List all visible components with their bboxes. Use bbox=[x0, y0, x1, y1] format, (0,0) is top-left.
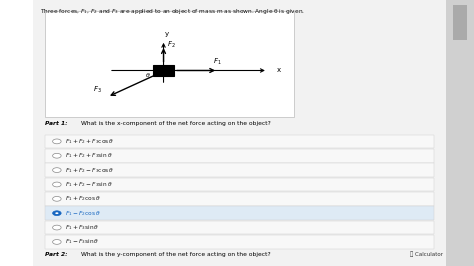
Circle shape bbox=[53, 225, 61, 230]
FancyBboxPatch shape bbox=[446, 0, 474, 266]
Bar bbox=[45, 163, 434, 177]
Bar bbox=[45, 135, 434, 148]
Text: 🖹 Calculator: 🖹 Calculator bbox=[410, 252, 443, 257]
Text: $F_1 + F_2 + F_3\cos\theta$: $F_1 + F_2 + F_3\cos\theta$ bbox=[65, 137, 114, 146]
Text: x: x bbox=[277, 68, 282, 73]
Text: Part 1:: Part 1: bbox=[45, 121, 67, 126]
FancyBboxPatch shape bbox=[33, 0, 446, 266]
Bar bbox=[153, 65, 174, 76]
Text: $F_1 - F_2\cos\theta$: $F_1 - F_2\cos\theta$ bbox=[65, 209, 101, 218]
Text: $F_3$: $F_3$ bbox=[93, 85, 102, 95]
Text: $F_1 + F_2 - F_3\sin\theta$: $F_1 + F_2 - F_3\sin\theta$ bbox=[65, 180, 113, 189]
Text: $F_1 - F_3\sin\theta$: $F_1 - F_3\sin\theta$ bbox=[65, 238, 99, 246]
FancyBboxPatch shape bbox=[45, 11, 294, 117]
Text: $F_2$: $F_2$ bbox=[167, 40, 176, 50]
Bar bbox=[45, 235, 434, 249]
Text: What is the x-component of the net force acting on the object?: What is the x-component of the net force… bbox=[81, 121, 270, 126]
Circle shape bbox=[55, 212, 58, 214]
Circle shape bbox=[53, 196, 61, 201]
FancyBboxPatch shape bbox=[453, 5, 467, 40]
Bar bbox=[45, 206, 434, 220]
Circle shape bbox=[53, 211, 61, 215]
Text: $F_1 + F_2 + F_3\sin\theta$: $F_1 + F_2 + F_3\sin\theta$ bbox=[65, 151, 113, 160]
Text: $F_1 + F_3\sin\theta$: $F_1 + F_3\sin\theta$ bbox=[65, 223, 99, 232]
FancyBboxPatch shape bbox=[0, 0, 33, 266]
Circle shape bbox=[53, 239, 61, 244]
Circle shape bbox=[53, 153, 61, 158]
Text: Part 2:: Part 2: bbox=[45, 252, 67, 257]
Bar bbox=[45, 178, 434, 191]
Bar bbox=[45, 221, 434, 234]
Text: Three forces, $F_1$, $F_2$ and $F_3$ are applied to an object of mass m as shown: Three forces, $F_1$, $F_2$ and $F_3$ are… bbox=[40, 7, 305, 16]
Text: $F_1$: $F_1$ bbox=[213, 57, 222, 67]
Text: $F_1 + F_2 - F_3\cos\theta$: $F_1 + F_2 - F_3\cos\theta$ bbox=[65, 166, 114, 174]
Text: What is the y-component of the net force acting on the object?: What is the y-component of the net force… bbox=[81, 252, 270, 257]
Circle shape bbox=[53, 139, 61, 144]
Text: $F_1 + F_2\cos\theta$: $F_1 + F_2\cos\theta$ bbox=[65, 194, 101, 203]
Text: y: y bbox=[165, 31, 169, 37]
Circle shape bbox=[53, 168, 61, 172]
Bar bbox=[45, 192, 434, 206]
Circle shape bbox=[53, 182, 61, 187]
Text: $\theta$: $\theta$ bbox=[145, 71, 151, 79]
Bar bbox=[45, 149, 434, 163]
